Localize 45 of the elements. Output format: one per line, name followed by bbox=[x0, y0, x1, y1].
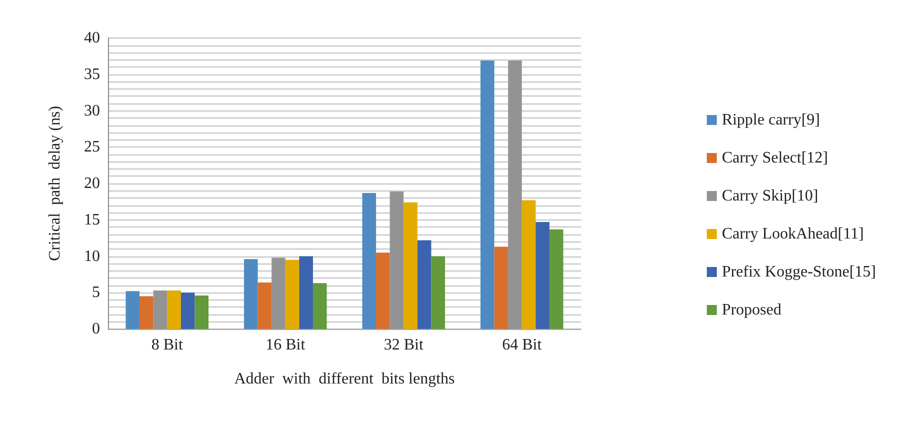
bar bbox=[258, 282, 272, 329]
bar bbox=[140, 296, 154, 329]
bar bbox=[536, 222, 550, 329]
bar bbox=[522, 200, 536, 329]
y-tick-label: 25 bbox=[84, 138, 100, 156]
y-tick-label: 35 bbox=[84, 66, 100, 83]
x-tick-label: 64 Bit bbox=[502, 336, 542, 354]
x-axis-title: Adder with different bits lengths bbox=[234, 370, 455, 388]
legend-label: Carry Select[12] bbox=[722, 150, 828, 166]
bar bbox=[272, 258, 286, 329]
bar bbox=[244, 259, 258, 329]
bar bbox=[194, 296, 209, 329]
legend-label: Ripple carry[9] bbox=[722, 112, 820, 128]
bar bbox=[417, 240, 432, 329]
y-tick-label: 5 bbox=[92, 284, 100, 302]
bar bbox=[362, 192, 376, 329]
x-tick-label: 32 Bit bbox=[384, 336, 424, 354]
y-axis-title: Critical path delay (ns) bbox=[46, 106, 64, 262]
bar bbox=[153, 290, 168, 329]
bar bbox=[299, 256, 313, 329]
bar bbox=[312, 283, 327, 329]
bar bbox=[285, 260, 300, 329]
bar bbox=[508, 60, 522, 329]
bar bbox=[494, 246, 508, 329]
x-tick-label: 8 Bit bbox=[151, 336, 184, 354]
bar bbox=[480, 60, 494, 329]
bar bbox=[126, 291, 140, 329]
y-tick-label: 20 bbox=[84, 175, 100, 192]
bar bbox=[431, 256, 446, 329]
bar bbox=[404, 202, 418, 329]
y-tick-label: 10 bbox=[84, 248, 100, 265]
legend-label: Carry Skip[10] bbox=[722, 188, 818, 204]
bar bbox=[390, 192, 404, 329]
y-tick-label: 15 bbox=[84, 211, 100, 228]
y-tick-label: 30 bbox=[84, 102, 100, 120]
bar bbox=[167, 290, 181, 329]
bar bbox=[549, 229, 564, 329]
bar bbox=[376, 252, 390, 329]
legend-label: Proposed bbox=[722, 302, 782, 318]
x-tick-label: 16 Bit bbox=[266, 336, 306, 354]
legend-label: Carry LookAhead[11] bbox=[722, 226, 864, 242]
bar bbox=[180, 292, 195, 329]
legend-label: Prefix Kogge-Stone[15] bbox=[722, 264, 876, 280]
y-tick-label: 0 bbox=[92, 320, 100, 338]
y-tick-label: 40 bbox=[84, 30, 100, 46]
